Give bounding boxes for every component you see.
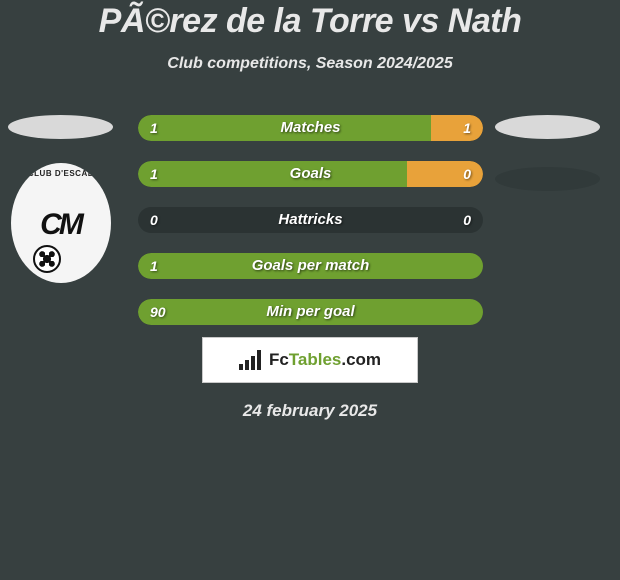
badge-monogram: CM [40,208,81,242]
brand-part1: Fc [269,350,289,369]
comparison-container: PÃ©rez de la Torre vs Nath Club competit… [0,0,620,421]
brand-text: FcTables.com [269,350,381,370]
stat-row: 1Goals per match [138,253,483,279]
stat-label: Goals [138,161,483,187]
stat-row: 90Min per goal [138,299,483,325]
page-title: PÃ©rez de la Torre vs Nath [0,2,620,41]
stat-row: 11Matches [138,115,483,141]
stat-row: 00Hattricks [138,207,483,233]
stats-bars: 11Matches 10Goals 00Hattricks 1Goals per ma… [138,115,483,325]
stat-label: Matches [138,115,483,141]
club-badge-right-placeholder [495,167,600,191]
soccer-ball-icon [33,245,61,273]
player-right-column [495,115,600,191]
brand-part2: Tables [289,350,342,369]
brand-logo[interactable]: FcTables.com [202,337,418,383]
page-subtitle: Club competitions, Season 2024/2025 [0,55,620,73]
content-area: CLUB D'ESCAL CM 11Matches 10Goals 00Hattri… [0,115,620,421]
club-badge-left: CLUB D'ESCAL CM [11,163,111,283]
badge-arc-text: CLUB D'ESCAL [28,169,93,178]
stat-label: Hattricks [138,207,483,233]
brand-part3: .com [341,350,381,369]
bar-chart-icon [239,350,265,370]
stat-label: Min per goal [138,299,483,325]
player-left-placeholder [8,115,113,139]
stat-label: Goals per match [138,253,483,279]
player-right-placeholder [495,115,600,139]
stat-row: 10Goals [138,161,483,187]
player-left-column: CLUB D'ESCAL CM [8,115,113,283]
comparison-date: 24 february 2025 [0,401,620,421]
